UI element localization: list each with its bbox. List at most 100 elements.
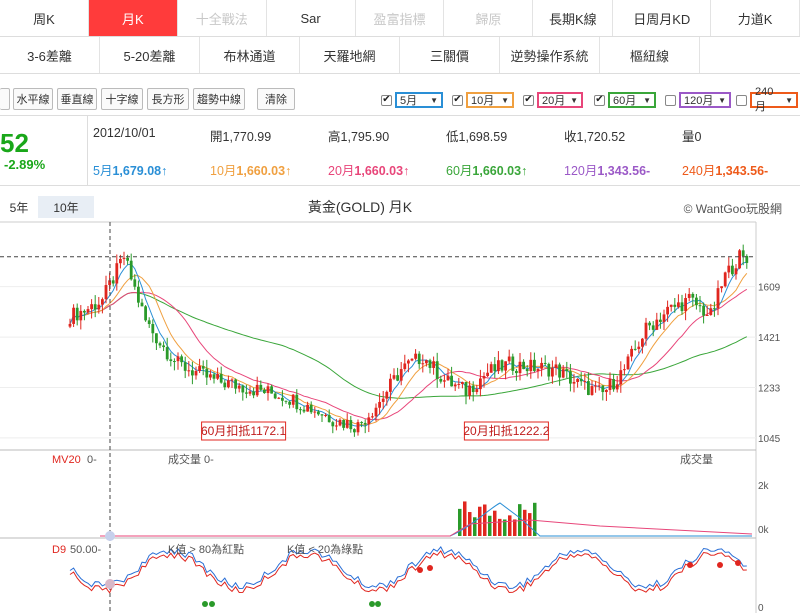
tab-4[interactable]: 盈富指標 xyxy=(356,0,445,36)
candle-body xyxy=(101,299,104,305)
ma-selector-1[interactable]: ✔ 10月 ▼ xyxy=(452,91,514,109)
trend-midline-button[interactable]: 趨勢中線 xyxy=(193,88,245,110)
ma-checkbox-1[interactable]: ✔ xyxy=(452,94,463,106)
candle-body xyxy=(673,304,677,307)
ma-dropdown-2[interactable]: 20月 ▼ xyxy=(537,92,583,108)
vertical-line-button[interactable]: 垂直線 xyxy=(57,88,97,110)
candle-body xyxy=(619,370,623,385)
candle-body xyxy=(644,322,648,339)
candle-body xyxy=(194,370,198,376)
candle-body xyxy=(731,265,734,275)
candle-body xyxy=(565,369,569,372)
candle-body xyxy=(97,304,101,310)
candle-body xyxy=(543,362,547,364)
candle-body xyxy=(126,257,129,261)
ma-dropdown-3[interactable]: 60月 ▼ xyxy=(608,92,656,108)
range-10y[interactable]: 10年 xyxy=(38,196,94,218)
horizontal-line-button[interactable]: 水平線 xyxy=(13,88,53,110)
ma-selector-5[interactable]: 240月 ▼ xyxy=(736,86,798,113)
candle-body xyxy=(554,364,558,369)
candle-body xyxy=(360,422,363,424)
tab2-2[interactable]: 布林通道 xyxy=(200,37,300,73)
candle-body xyxy=(173,361,176,363)
candle-body xyxy=(587,381,590,396)
candle-body xyxy=(191,370,194,376)
ma-dropdown-4[interactable]: 120月 ▼ xyxy=(679,92,731,108)
candle-body xyxy=(417,353,421,365)
ma-selector-0[interactable]: ✔ 5月 ▼ xyxy=(381,91,443,109)
candle-body xyxy=(482,376,486,379)
volume-bar xyxy=(508,515,512,536)
ma-checkbox-2[interactable]: ✔ xyxy=(523,94,534,106)
tab-2[interactable]: 十全戰法 xyxy=(178,0,267,36)
indicator-tabs-primary: 周K 月K 十全戰法 Sar 盈富指標 歸原 長期K線 日周月KD 力道K xyxy=(0,0,800,37)
tab-5[interactable]: 歸原 xyxy=(444,0,534,36)
clear-button[interactable]: 清除 xyxy=(257,88,295,110)
d-line xyxy=(69,550,747,594)
candle-body xyxy=(299,409,302,411)
rectangle-button[interactable]: 長方形 xyxy=(147,88,189,110)
ma-checkbox-5[interactable] xyxy=(736,94,747,106)
crosshair-dot xyxy=(105,531,115,541)
candle-body xyxy=(493,364,497,372)
tab2-1[interactable]: 5-20差離 xyxy=(100,37,200,73)
tab-7[interactable]: 日周月KD xyxy=(613,0,712,36)
candle-body xyxy=(277,397,281,399)
candle-body xyxy=(608,379,612,390)
tab-1[interactable]: 月K xyxy=(88,0,178,36)
volume-label-left: 成交量 0- xyxy=(168,452,214,466)
crosshair-button[interactable]: 十字線 xyxy=(101,88,143,110)
d9-value: 50.00- xyxy=(70,544,102,556)
volume-bar xyxy=(498,518,502,536)
range-selector: 5年 10年 xyxy=(0,196,94,218)
ma-checkbox-4[interactable] xyxy=(665,94,676,106)
candle-body xyxy=(281,397,284,401)
ma-dropdown-5[interactable]: 240月 ▼ xyxy=(750,86,798,113)
ma-info-5: 240月1,343.56- xyxy=(682,164,769,178)
candle-body xyxy=(158,343,162,346)
ma-selector-3[interactable]: ✔ 60月 ▼ xyxy=(594,91,656,109)
ma-selector-2[interactable]: ✔ 20月 ▼ xyxy=(523,91,583,109)
candle-body xyxy=(698,305,702,307)
chevron-down-icon: ▼ xyxy=(643,95,651,105)
candle-body xyxy=(165,347,169,360)
ma-checkbox-3[interactable]: ✔ xyxy=(594,94,605,106)
ma-checkbox-0[interactable]: ✔ xyxy=(381,94,392,106)
candle-body xyxy=(309,404,313,413)
candle-body xyxy=(615,384,619,390)
candle-body xyxy=(245,392,248,394)
candle-body xyxy=(662,314,666,322)
tab-8[interactable]: 力道K xyxy=(711,0,800,36)
candle-body xyxy=(169,359,173,362)
candle-body xyxy=(93,304,97,310)
tab2-3[interactable]: 天羅地網 xyxy=(300,37,400,73)
kd-high-note: K值 > 80為紅點 xyxy=(168,542,244,556)
candle-body xyxy=(687,293,691,299)
ma-dropdown-0[interactable]: 5月 ▼ xyxy=(395,92,443,108)
tab2-6[interactable]: 樞紐線 xyxy=(600,37,700,73)
tool-partial-button[interactable] xyxy=(0,88,10,110)
volume-bar xyxy=(503,519,507,536)
candle-body xyxy=(633,348,637,350)
indicator-tabs-secondary: 3-6差離 5-20差離 布林通道 天羅地網 三關價 逆勢操作系統 樞紐線 xyxy=(0,37,800,74)
ma-selector-4[interactable]: 120月 ▼ xyxy=(665,91,731,109)
tab-3[interactable]: Sar xyxy=(267,0,356,36)
candle-body xyxy=(612,379,615,390)
tab2-4[interactable]: 三關價 xyxy=(400,37,500,73)
tab-6[interactable]: 長期K線 xyxy=(533,0,614,36)
volume-ma-line xyxy=(100,519,753,537)
range-5y[interactable]: 5年 xyxy=(9,200,29,215)
candle-body xyxy=(371,416,374,418)
tab2-0[interactable]: 3-6差離 xyxy=(0,37,100,73)
chevron-down-icon: ▼ xyxy=(501,95,509,105)
candle-body xyxy=(252,391,255,396)
tab2-5[interactable]: 逆勢操作系統 xyxy=(500,37,600,73)
volume-bar xyxy=(513,519,517,536)
candle-body xyxy=(583,381,587,383)
candle-body xyxy=(533,359,536,371)
candle-body xyxy=(421,363,425,365)
ma-dropdown-1[interactable]: 10月 ▼ xyxy=(466,92,514,108)
tab-0[interactable]: 周K xyxy=(0,0,89,36)
candle-body xyxy=(273,393,277,399)
